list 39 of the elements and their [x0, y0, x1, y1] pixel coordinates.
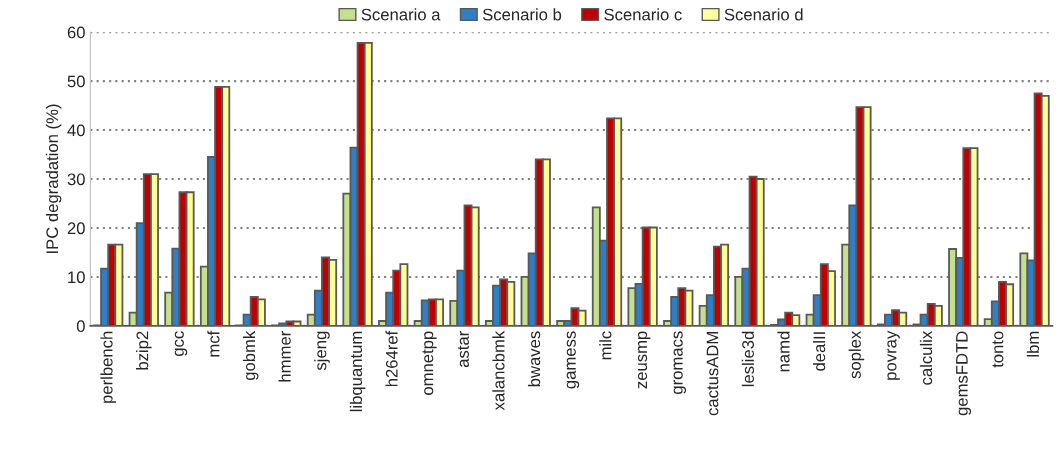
- y-tick-label: 60: [67, 26, 85, 39]
- x-tick-label: gcc: [174, 331, 188, 356]
- x-tick-label: gromacs: [673, 331, 687, 394]
- y-tick-label: 50: [67, 75, 85, 88]
- x-tick-label: perlbench: [100, 331, 116, 403]
- x-tick-label: namd: [777, 331, 790, 372]
- x-tick-label: dealII: [813, 332, 826, 371]
- y-axis-title: IPC degradation (%): [45, 104, 62, 253]
- legend-label: Scenario c: [604, 8, 682, 21]
- y-tick-label: 10: [68, 271, 85, 284]
- y-tick-label: 40: [67, 124, 85, 137]
- x-tick-label: h264ref: [385, 330, 398, 387]
- x-tick-label: milc: [599, 331, 612, 360]
- x-tick-label: cactusADM: [706, 332, 719, 416]
- x-tick-label: gemsFDTD: [956, 331, 972, 416]
- x-tick-label: bwaves: [527, 331, 541, 387]
- x-tick-label: bzip2: [136, 331, 152, 370]
- x-tick-label: tonto: [992, 331, 1004, 368]
- x-tick-label: povray: [887, 330, 900, 380]
- x-tick-label: sjeng: [314, 331, 330, 371]
- x-tick-label: astar: [458, 331, 469, 368]
- legend-label: Scenario d: [724, 8, 803, 21]
- x-tick-label: libquantum: [349, 331, 366, 412]
- x-tick-label: xalancbmk: [492, 330, 505, 411]
- x-tick-label: mcf: [207, 330, 220, 357]
- x-tick-label: gamess: [566, 331, 580, 389]
- x-tick-label: lbm: [1026, 331, 1040, 357]
- x-tick-label: gobmk: [242, 330, 259, 381]
- x-tick-label: zeusmp: [637, 331, 651, 389]
- x-tick-label: calculix: [919, 330, 933, 385]
- y-tick-label: 0: [76, 320, 85, 333]
- y-tick-label: 30: [67, 173, 85, 186]
- x-tick-label: soplex: [848, 330, 865, 379]
- y-tick-label: 20: [67, 222, 85, 235]
- legend-label: Scenario a: [361, 8, 441, 21]
- legend-label: Scenario b: [482, 8, 562, 21]
- x-tick-label: leslie3d: [741, 331, 754, 387]
- x-tick-label: omnetpp: [422, 331, 437, 395]
- x-tick-label: hmmer: [278, 331, 291, 382]
